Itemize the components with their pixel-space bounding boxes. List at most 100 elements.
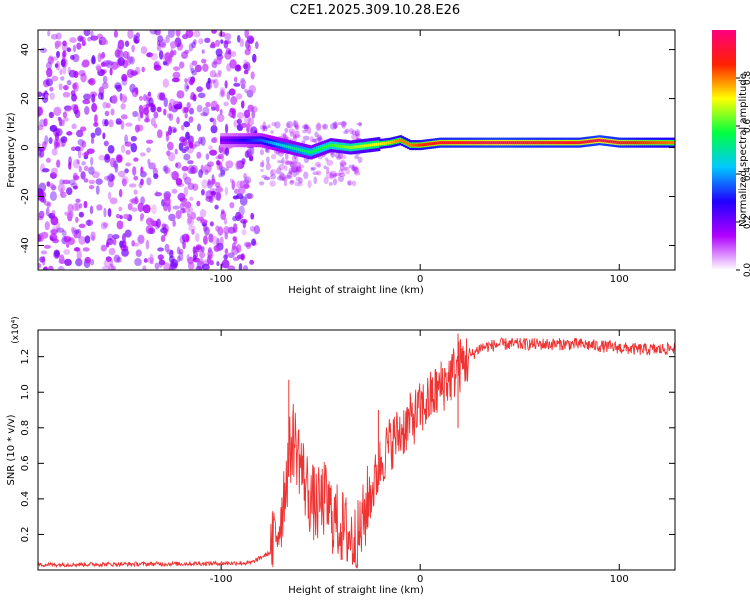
ridge-core [474,141,478,145]
noise-blob [88,166,95,175]
noise-blob [316,170,322,176]
snr-x-tick-label: 0 [417,574,423,585]
noise-blob [207,178,212,186]
noise-blob [244,48,251,56]
noise-blob [184,176,192,185]
ridge-core [311,150,315,154]
noise-blob [83,178,89,183]
noise-blob [88,77,96,86]
noise-blob [248,37,254,45]
ridge-core [277,143,281,147]
noise-blob [103,207,107,218]
ridge-core [437,141,441,145]
ridge-core [464,141,468,145]
noise-blob [148,162,156,170]
noise-blob [304,124,309,130]
noise-blob [199,250,205,259]
colorbar-gradient [712,30,736,270]
ridge-core [562,141,566,145]
noise-blob [233,188,240,195]
ridge-core [319,147,323,151]
noise-blob [87,219,91,227]
noise-blob [239,196,248,206]
noise-blob [141,66,145,73]
noise-blob [189,62,194,71]
noise-blob [145,239,150,250]
noise-blob [241,228,247,236]
noise-blob [322,124,327,129]
ridge-core [614,140,618,144]
noise-blob [190,67,195,74]
noise-blob [156,44,162,52]
noise-blob [183,121,190,128]
noise-blob [125,122,133,127]
noise-blob [219,236,224,246]
noise-blob [142,204,151,214]
noise-blob [288,128,296,134]
noise-blob [142,265,147,270]
noise-blob [235,243,242,253]
noise-blob [39,256,46,263]
noise-blob [194,64,202,73]
noise-blob [339,160,347,168]
noise-blob [56,50,61,58]
ridge-core [425,142,429,146]
noise-blob [50,56,59,61]
noise-blob [155,190,159,197]
ridge-core [602,139,606,143]
noise-blob [46,202,51,208]
noise-blob [133,175,139,181]
noise-blob [219,109,223,115]
noise-blob [197,258,204,265]
noise-blob [217,226,224,236]
noise-blob [330,122,337,130]
noise-blob [244,176,252,184]
ridge-core [506,141,510,145]
ridge-core [439,141,443,145]
noise-blob [323,165,327,170]
noise-blob [244,193,253,199]
ridge-core [435,141,439,145]
noise-blob [239,38,245,48]
noise-blob [201,179,209,189]
noise-blob [340,120,346,128]
noise-blob [244,150,250,158]
noise-blob [76,159,80,165]
noise-blob [77,35,84,42]
noise-blob [77,149,82,159]
noise-blob [162,60,168,66]
noise-blob [233,76,238,83]
noise-blob [90,231,96,241]
noise-blob [78,223,86,229]
ridge-core [578,141,582,145]
noise-blob [201,263,210,270]
noise-blob [125,162,132,167]
noise-blob [121,178,127,187]
noise-blob [344,128,350,133]
noise-blob [282,176,288,182]
snr-y-tick-label: 0.4 [20,491,31,507]
noise-blob [227,252,235,259]
noise-blob [205,80,213,90]
noise-blob [226,91,231,101]
ridge-core [526,141,530,145]
noise-blob [60,136,68,144]
noise-blob [294,124,300,130]
noise-blob [117,57,125,66]
ridge-core [365,144,369,148]
noise-blob [227,265,236,270]
noise-blob [247,104,254,112]
noise-blob [249,259,255,265]
noise-blob [244,241,252,248]
noise-blob [181,51,189,59]
noise-blob [153,173,159,179]
noise-blob [182,240,186,250]
ridge-core [592,139,596,143]
noise-blob [157,35,164,43]
noise-blob [99,53,105,60]
noise-blob [248,156,254,162]
ridge-core [484,141,488,145]
noise-blob [232,195,239,200]
noise-blob [241,158,246,165]
noise-blob [259,124,264,130]
